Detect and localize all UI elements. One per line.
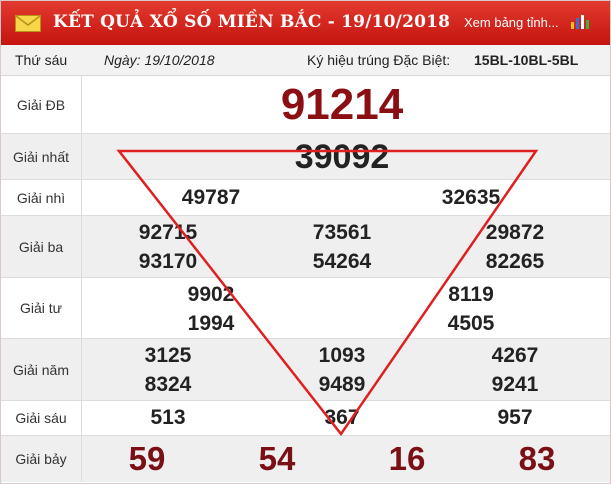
prize-number: 73561 <box>312 221 372 244</box>
prize-row-nam: Giải năm 3125 1093 4267 8324 9489 9241 <box>1 339 610 401</box>
prize-label: Giải nhất <box>1 134 82 179</box>
chart-icon[interactable] <box>569 13 591 31</box>
prize-number: 4267 <box>491 344 539 367</box>
prize-number: 91214 <box>280 80 404 129</box>
prize-number: 9241 <box>491 373 539 396</box>
prize-row-db: Giải ĐB 91214 <box>1 76 610 134</box>
prize-number: 8119 <box>448 283 494 306</box>
prize-label: Giải bảy <box>1 436 82 482</box>
prize-number: 9902 <box>187 283 235 306</box>
page-title: KẾT QUẢ XỔ SỐ MIỀN BẮC - 19/10/2018 <box>53 12 451 32</box>
prize-row-sau: Giải sáu 513 367 957 <box>1 401 610 436</box>
prize-row-bay: Giải bảy 59 54 16 83 <box>1 436 610 482</box>
prize-number: 367 <box>324 406 360 429</box>
weekday: Thứ sáu <box>15 52 68 68</box>
prize-number: 54 <box>258 440 296 477</box>
mail-icon <box>15 15 41 32</box>
prize-number: 957 <box>497 406 533 429</box>
special-code: 15BL-10BL-5BL <box>474 52 579 68</box>
prize-row-nhat: Giải nhất 39092 <box>1 134 610 180</box>
prize-label: Giải ĐB <box>1 76 82 133</box>
prize-label: Giải tư <box>1 278 82 338</box>
prize-number: 4505 <box>447 312 495 335</box>
prize-number: 92715 <box>138 221 198 244</box>
prize-number: 32635 <box>441 186 501 209</box>
prize-number: 513 <box>150 406 186 429</box>
prize-row-ba: Giải ba 92715 73561 29872 93170 54264 82… <box>1 216 610 278</box>
prize-number: 1994 <box>187 312 235 335</box>
prize-number: 3125 <box>144 344 192 367</box>
prize-number: 82265 <box>485 250 545 273</box>
info-bar: Thứ sáu Ngày: 19/10/2018 Ký hiệu trúng Đ… <box>1 45 610 76</box>
prize-label: Giải ba <box>1 216 82 277</box>
prize-number: 29872 <box>485 221 545 244</box>
header-bar: KẾT QUẢ XỔ SỐ MIỀN BẮC - 19/10/2018 Xem … <box>1 1 610 45</box>
prize-number: 16 <box>388 440 426 477</box>
prize-number: 1093 <box>318 344 366 367</box>
prize-number: 59 <box>128 440 166 477</box>
prize-label: Giải năm <box>1 339 82 400</box>
prize-label: Giải sáu <box>1 401 82 435</box>
prize-number: 39092 <box>294 138 390 176</box>
prize-label: Giải nhì <box>1 180 82 215</box>
prize-number: 8324 <box>144 373 192 396</box>
prize-row-tu: Giải tư 9902 8119 1994 4505 <box>1 278 610 339</box>
prize-row-nhi: Giải nhì 49787 32635 <box>1 180 610 216</box>
view-provinces-link[interactable]: Xem bảng tỉnh... <box>464 15 559 30</box>
special-code-label: Ký hiệu trúng Đặc Biệt: <box>307 52 451 68</box>
prize-number: 83 <box>518 440 556 477</box>
prize-number: 54264 <box>312 250 372 273</box>
prize-number: 93170 <box>138 250 198 273</box>
draw-date: Ngày: 19/10/2018 <box>104 52 215 68</box>
prize-number: 49787 <box>181 186 241 209</box>
prize-number: 9489 <box>318 373 366 396</box>
